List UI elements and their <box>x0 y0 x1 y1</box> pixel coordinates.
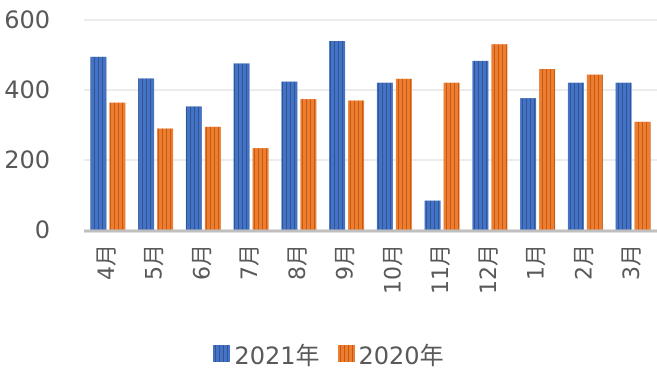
bar-series-0-2 <box>138 78 155 231</box>
x-tick-label: 6月 <box>190 244 215 280</box>
x-tick-label: 5月 <box>143 244 168 280</box>
bar-series-1-5 <box>300 99 317 230</box>
bar-series-1-1 <box>109 102 126 230</box>
legend: 2021年 2020年 <box>0 336 657 370</box>
bar-series-1-2 <box>157 128 174 230</box>
bar-series-0-4 <box>233 63 250 231</box>
bar-series-0-9 <box>472 60 489 231</box>
x-tick-label: 12月 <box>477 244 502 294</box>
bar-series-0-1 <box>90 56 107 231</box>
y-tick-label: 200 <box>4 146 50 174</box>
legend-label-series-0: 2021年 <box>234 341 320 370</box>
bar-series-0-7 <box>376 82 393 230</box>
bar-series-1-7 <box>395 78 412 230</box>
x-tick-label: 7月 <box>238 244 263 280</box>
bar-series-1-3 <box>204 126 221 231</box>
y-tick-label: 400 <box>4 76 50 104</box>
x-tick-label: 9月 <box>334 244 359 280</box>
bar-series-1-6 <box>348 100 365 230</box>
gridlines <box>84 19 657 161</box>
bar-series-0-5 <box>281 81 298 230</box>
bar-series-0-6 <box>329 41 346 230</box>
x-axis: 4月 5月 6月 7月 8月 9月 10月 11月 12月 1月 2月 3月 <box>84 229 657 294</box>
x-tick-label: 4月 <box>95 244 120 280</box>
bar-series-0-8 <box>424 200 441 230</box>
x-tick-label: 8月 <box>286 244 311 280</box>
bar-series-0-12 <box>615 82 632 230</box>
bars <box>90 41 651 231</box>
y-axis: 0 200 400 600 <box>4 6 50 244</box>
bar-series-1-8 <box>443 82 460 230</box>
bar-series-1-4 <box>252 148 269 230</box>
legend-swatch-series-1 <box>337 344 355 362</box>
y-tick-label: 0 <box>35 216 50 244</box>
legend-item-series-0: 2021年 <box>213 336 320 371</box>
x-tick-label: 10月 <box>381 244 406 294</box>
bar-series-0-11 <box>567 82 584 230</box>
x-tick-label: 3月 <box>620 244 645 280</box>
x-tick-label: 1月 <box>525 244 550 280</box>
bar-series-0-10 <box>520 98 537 230</box>
x-tick-label: 11月 <box>429 244 454 294</box>
bar-series-1-10 <box>539 69 556 230</box>
bar-series-1-12 <box>634 121 651 230</box>
legend-label-series-1: 2020年 <box>358 341 444 370</box>
legend-swatch-series-0 <box>213 344 231 362</box>
bar-series-1-11 <box>586 74 603 230</box>
y-tick-label: 600 <box>4 6 50 34</box>
bar-series-1-9 <box>491 44 508 231</box>
bar-series-0-3 <box>185 106 202 230</box>
x-tick-label: 2月 <box>572 244 597 280</box>
legend-item-series-1: 2020年 <box>337 336 444 371</box>
